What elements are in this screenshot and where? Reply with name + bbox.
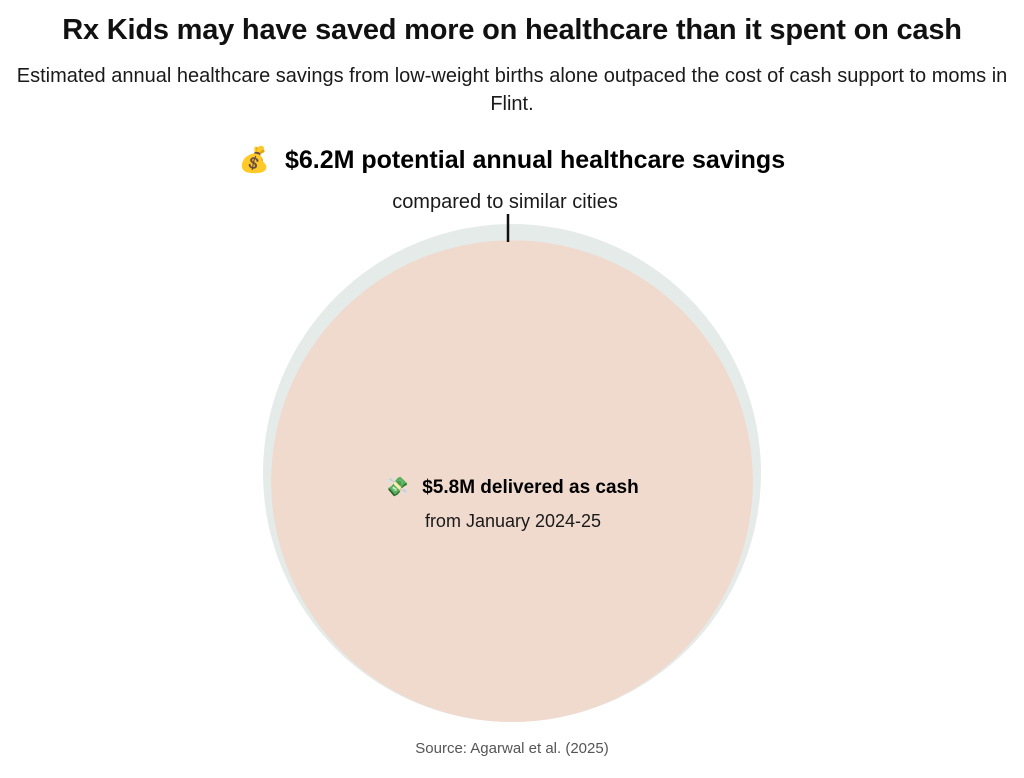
chart-subtitle: Estimated annual healthcare savings from…	[16, 65, 1008, 115]
cash-label: 💸 $5.8M delivered as cash	[385, 476, 638, 498]
flying-money-icon: 💸	[385, 476, 409, 498]
chart-title: Rx Kids may have saved more on healthcar…	[62, 14, 962, 46]
savings-label: 💰 $6.2M potential annual healthcare savi…	[239, 145, 785, 175]
savings-sublabel: compared to similar cities	[392, 191, 618, 213]
source-note: Source: Agarwal et al. (2025)	[415, 740, 609, 757]
cash-circle	[271, 240, 753, 722]
cash-sublabel: from January 2024-25	[425, 511, 601, 531]
cash-label-text: $5.8M delivered as cash	[422, 477, 639, 498]
money-bag-icon: 💰	[239, 145, 270, 175]
savings-label-text: $6.2M potential annual healthcare saving…	[285, 146, 785, 174]
